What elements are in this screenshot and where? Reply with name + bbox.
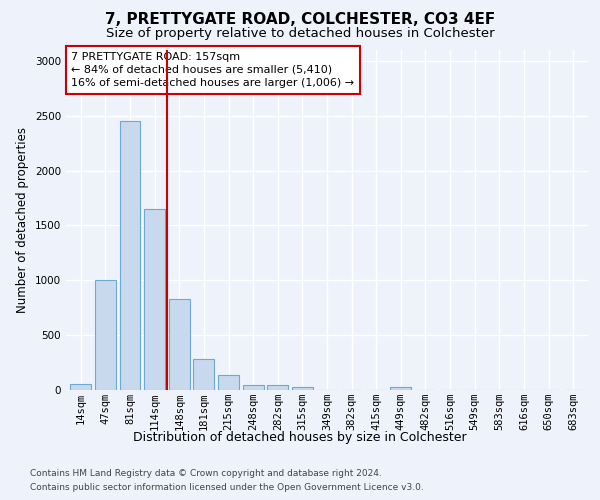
Text: Contains public sector information licensed under the Open Government Licence v3: Contains public sector information licen… bbox=[30, 484, 424, 492]
Text: 7 PRETTYGATE ROAD: 157sqm
← 84% of detached houses are smaller (5,410)
16% of se: 7 PRETTYGATE ROAD: 157sqm ← 84% of detac… bbox=[71, 52, 355, 88]
Text: 7, PRETTYGATE ROAD, COLCHESTER, CO3 4EF: 7, PRETTYGATE ROAD, COLCHESTER, CO3 4EF bbox=[105, 12, 495, 28]
Text: Contains HM Land Registry data © Crown copyright and database right 2024.: Contains HM Land Registry data © Crown c… bbox=[30, 468, 382, 477]
Bar bbox=[242, 385, 263, 390]
Bar bbox=[218, 374, 239, 390]
Bar bbox=[144, 209, 165, 390]
Bar bbox=[70, 384, 91, 390]
Bar bbox=[391, 388, 412, 390]
Bar bbox=[169, 299, 190, 390]
Bar bbox=[292, 386, 313, 390]
Bar bbox=[193, 360, 214, 390]
Bar bbox=[95, 280, 116, 390]
Text: Size of property relative to detached houses in Colchester: Size of property relative to detached ho… bbox=[106, 28, 494, 40]
Bar bbox=[267, 385, 288, 390]
Bar bbox=[119, 122, 140, 390]
Y-axis label: Number of detached properties: Number of detached properties bbox=[16, 127, 29, 313]
Text: Distribution of detached houses by size in Colchester: Distribution of detached houses by size … bbox=[133, 431, 467, 444]
